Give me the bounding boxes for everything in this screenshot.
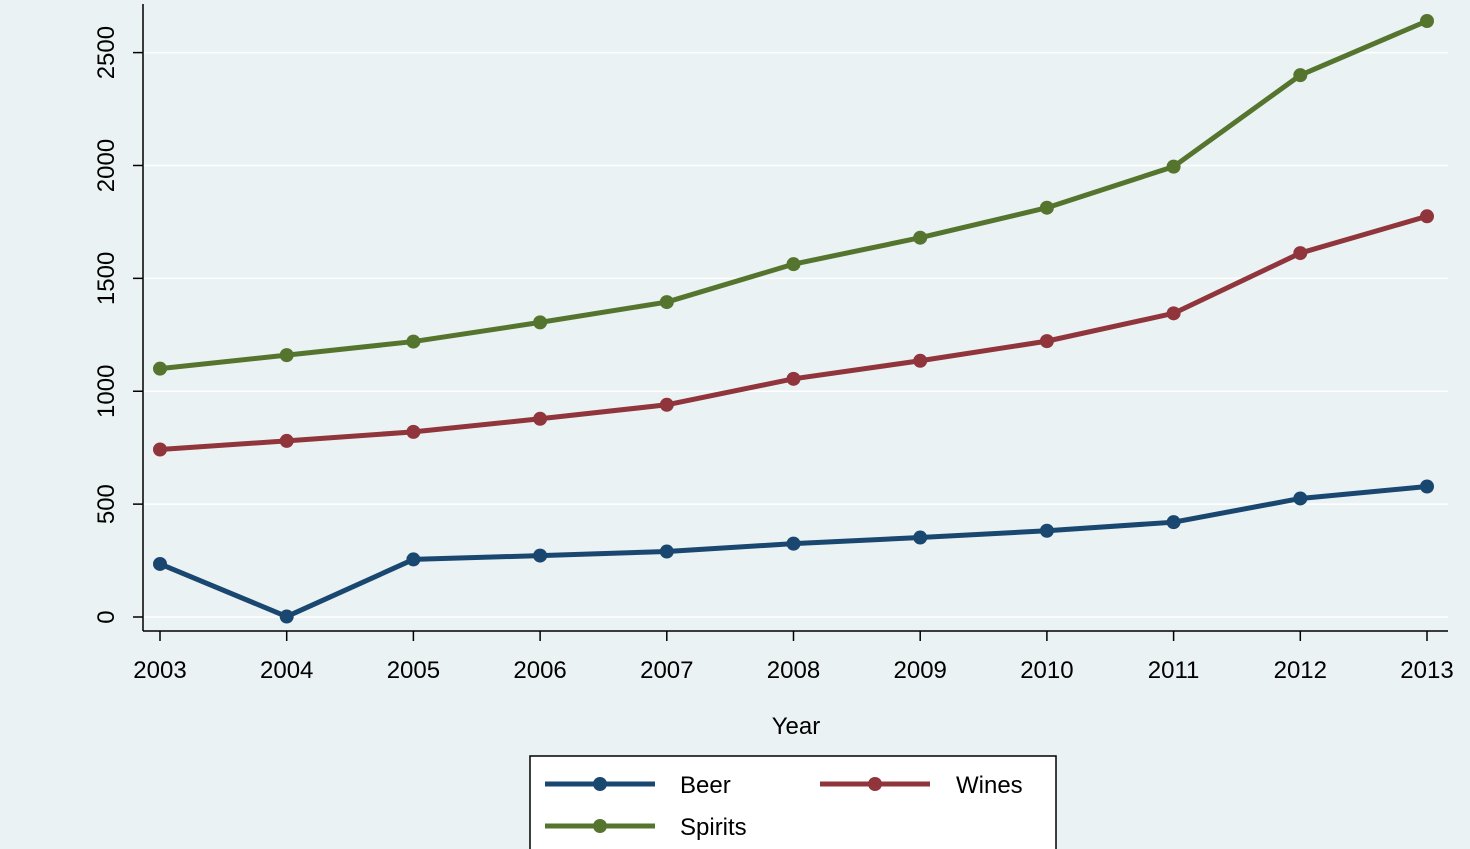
- point-beer-2005: [406, 552, 421, 567]
- legend-label-spirits: Spirits: [680, 814, 747, 841]
- point-wines-2008: [786, 371, 801, 386]
- point-wines-2004: [279, 433, 294, 448]
- point-spirits-2011: [1166, 159, 1181, 174]
- point-beer-2007: [659, 544, 674, 559]
- point-beer-2009: [913, 530, 928, 545]
- point-wines-2013: [1420, 209, 1434, 224]
- y-tick-label-500: 500: [93, 484, 120, 524]
- point-wines-2009: [913, 353, 928, 368]
- x-tick-label-2005: 2005: [387, 657, 440, 684]
- x-tick-label-2006: 2006: [513, 657, 566, 684]
- y-tick-label-2500: 2500: [93, 26, 120, 79]
- point-spirits-2006: [533, 315, 548, 330]
- legend-label-beer: Beer: [680, 772, 731, 799]
- point-spirits-2009: [913, 230, 928, 245]
- point-beer-2013: [1420, 479, 1434, 494]
- point-beer-2004: [279, 609, 294, 624]
- gridlines: [143, 51, 1448, 618]
- y-tick-label-2000: 2000: [93, 139, 120, 192]
- point-spirits-2003: [153, 361, 167, 376]
- point-spirits-2007: [659, 295, 674, 310]
- legend-marker-wines: [868, 777, 882, 791]
- axes: 0 500 1000 1500 2000 2500 2003 2004 2005 2006 2007…: [93, 4, 1454, 684]
- y-tick-label-0: 0: [93, 610, 120, 623]
- x-axis-title: Year: [772, 713, 821, 740]
- x-tick-label-2009: 2009: [894, 657, 947, 684]
- legend: Beer Wines Spirits: [529, 755, 1057, 849]
- point-spirits-2013: [1420, 14, 1434, 28]
- plot-area: [143, 4, 1448, 631]
- point-wines-2012: [1293, 246, 1308, 261]
- y-tick-label-1000: 1000: [93, 365, 120, 418]
- point-spirits-2012: [1293, 68, 1308, 83]
- point-wines-2005: [406, 424, 421, 439]
- point-beer-2008: [786, 536, 801, 551]
- point-beer-2003: [153, 556, 167, 571]
- point-wines-2010: [1039, 334, 1054, 349]
- x-tick-label-2008: 2008: [767, 657, 820, 684]
- x-tick-label-2003: 2003: [133, 657, 186, 684]
- legend-box: [529, 755, 1057, 849]
- point-wines-2006: [533, 411, 548, 426]
- x-tick-label-2010: 2010: [1020, 657, 1073, 684]
- legend-label-wines: Wines: [956, 772, 1023, 799]
- point-beer-2011: [1166, 515, 1181, 530]
- point-wines-2007: [659, 397, 674, 412]
- point-beer-2006: [533, 548, 548, 563]
- y-tick-label-1500: 1500: [93, 252, 120, 305]
- series-lines: [153, 14, 1434, 624]
- x-tick-label-2013: 2013: [1400, 657, 1453, 684]
- point-beer-2010: [1039, 523, 1054, 538]
- x-tick-label-2011: 2011: [1148, 657, 1200, 684]
- point-wines-2003: [153, 442, 167, 457]
- point-spirits-2010: [1039, 200, 1054, 215]
- x-tick-label-2012: 2012: [1274, 657, 1327, 684]
- point-spirits-2004: [279, 348, 294, 363]
- x-tick-label-2007: 2007: [640, 657, 693, 684]
- legend-marker-spirits: [593, 819, 607, 833]
- point-beer-2012: [1293, 491, 1308, 506]
- point-spirits-2005: [406, 334, 421, 349]
- legend-marker-beer: [593, 777, 607, 791]
- point-wines-2011: [1166, 306, 1181, 321]
- x-tick-label-2004: 2004: [260, 657, 313, 684]
- point-spirits-2008: [786, 257, 801, 272]
